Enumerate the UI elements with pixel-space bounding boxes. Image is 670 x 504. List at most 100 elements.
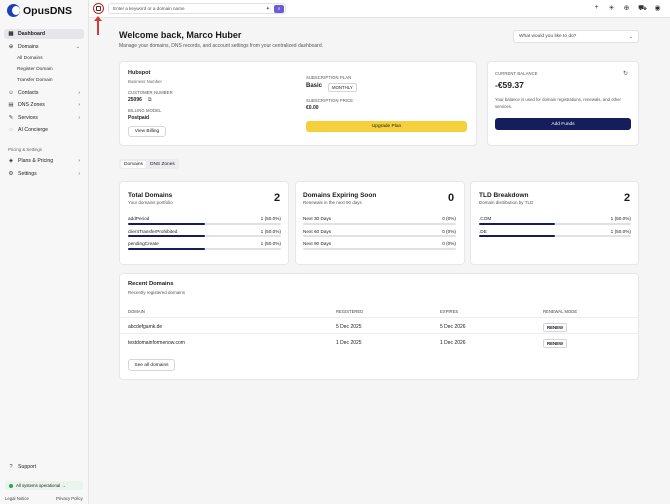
column-header-expires[interactable]: EXPIRES [440,309,459,314]
stat-row-value: 0 (0%) [442,228,456,234]
business-number-label: Business Number [128,79,162,84]
column-header-domain[interactable]: DOMAIN [128,309,145,314]
column-header-registered[interactable]: REGISTERED [336,309,364,314]
cart-icon[interactable]: ⛟ [638,5,647,12]
legal-notice-link[interactable]: Legal Notice [5,496,29,501]
column-header-renewal-mode[interactable]: RENEWAL MODE [543,309,578,314]
customer-number-label: CUSTOMER NUMBER [128,90,173,95]
stat-progress-fill [128,247,205,250]
sidebar-toggle-button[interactable] [93,3,104,14]
brand-logo[interactable]: OpusDNS [7,4,72,17]
view-tabs [119,159,179,169]
table-row-expires: 5 Dec 2026 [440,324,466,330]
recent-domains-title: Recent Domains [128,281,174,287]
stat-row-label: clientTransferProhibited [128,228,178,234]
table-row-registered: 5 Dec 2025 [336,324,362,330]
brand-name: OpusDNS [23,4,73,17]
view-billing-button[interactable]: View Billing [128,126,166,137]
upgrade-plan-button[interactable]: Upgrade Plan [306,121,467,132]
stat-row-value: 0 (0%) [442,241,456,246]
sidebar: OpusDNS ▦ Dashboard ⊕ Domains ⌄ All Doma… [0,0,89,504]
sidebar-subitem-register-domain[interactable]: Register Domain [17,67,53,72]
stat-row-label: pendingCreate [128,241,159,246]
recent-domains-subtitle: Recently registered domains [128,290,186,295]
chevron-right-icon: › [78,115,80,121]
sparkle-icon[interactable]: ✦ [265,5,270,12]
tld-breakdown-count: 2 [624,192,631,204]
refresh-icon[interactable]: ↻ [623,71,629,77]
stat-row-label: Next 60 Days [303,228,332,234]
gear-icon: ⚙ [8,171,14,177]
subscription-plan-label: SUBSCRIPTION PLAN [306,75,352,80]
billing-model-label: BILLING MODEL [128,108,162,113]
copy-icon[interactable]: ⧉ [148,97,152,103]
sidebar-item-domains[interactable]: ⊕ Domains ⌄ [8,44,80,50]
sidebar-item-services[interactable]: ✎ Services › [8,115,80,121]
search-icon: ⌕ [277,6,281,12]
table-row-domain[interactable]: abcdefgamk.de [128,324,163,330]
panel-icon [96,6,101,11]
table-divider [120,317,638,318]
action-select[interactable]: What would you like to do? ⌄ [513,30,639,43]
system-status-link[interactable]: All systems operational → [5,481,83,490]
sidebar-item-dns-zones[interactable]: ▤ DNS Zones › [8,102,80,108]
wrench-icon: ✎ [8,115,14,121]
stat-row-value: 1 (50.0%) [260,228,281,234]
renewal-mode-badge: RENEW [543,323,567,332]
grid-icon: ▦ [8,31,14,37]
balance-label: CURRENT BALANCE [495,71,538,76]
expiring-domains-subtitle: Renewals in the next 90 days [303,200,362,205]
tld-breakdown-title: TLD Breakdown [479,192,529,199]
tab-domains[interactable]: Domains [121,161,146,168]
total-domains-subtitle: Your domains portfolio [128,200,173,205]
account-avatar-icon[interactable]: ◉ [654,5,661,12]
chevron-down-icon: ⌄ [75,44,80,50]
sidebar-subitem-transfer-domain[interactable]: Transfer Domain [17,78,53,83]
search-input[interactable]: Enter a keyword or a domain name ✦ ⌕ [108,3,286,14]
table-row-registered: 1 Dec 2025 [336,340,362,346]
stat-progress-bar [128,247,281,250]
stat-progress-bar [303,247,456,250]
plan-period-badge: MONTHLY [328,83,357,92]
theme-sun-icon[interactable]: ☀ [608,5,615,12]
stat-progress-bar [303,235,456,237]
sidebar-subitem-all-domains[interactable]: All Domains [17,56,43,61]
chevron-right-icon: › [78,102,80,108]
annotation-arrow [94,16,102,35]
chat-icon: ◌ [9,127,13,133]
sidebar-item-dashboard[interactable]: ▦ Dashboard [4,29,84,39]
stat-row-label: .COM [479,216,492,221]
chevron-down-icon: ⌄ [628,33,633,40]
stat-row-value: 1 (50.0%) [260,216,281,221]
sidebar-item-settings[interactable]: ⚙ Settings › [8,171,80,177]
status-dot-icon [9,483,13,488]
opusdns-logo-icon [7,4,20,17]
total-domains-count: 2 [274,192,281,204]
tab-dns-zones[interactable]: DNS Zones [150,162,175,167]
add-icon[interactable]: + [594,4,599,11]
stat-progress-fill [128,235,205,237]
help-icon: ? [9,464,13,470]
sidebar-item-plans-pricing[interactable]: ◈ Plans & Pricing › [8,158,80,164]
stat-progress-bar [303,222,456,225]
see-all-domains-button[interactable]: See all domains [128,359,175,371]
chevron-right-icon: › [78,158,80,164]
subscription-price: €0.00 [306,105,319,111]
balance-value: -€59.37 [495,80,524,90]
stat-row-label: Next 30 Days [303,216,332,221]
stat-row-label: .DE [479,228,487,234]
stat-progress-bar [479,222,631,225]
search-button[interactable]: ⌕ [274,5,284,13]
stat-row-label: Next 90 Days [303,241,332,246]
sidebar-item-support[interactable]: ? Support [9,464,37,470]
balance-card [487,61,639,146]
account-card [119,61,477,146]
sidebar-item-contacts[interactable]: ☺ Contacts › [8,90,80,96]
add-funds-button[interactable]: Add Funds [495,118,631,130]
sidebar-item-ai-concierge[interactable]: ◌ AI Concierge [9,127,48,133]
privacy-policy-link[interactable]: Privacy Policy [56,496,83,501]
stat-progress-bar [128,222,281,225]
table-row-domain[interactable]: testdomainformenow.com [128,340,185,346]
stat-progress-bar [128,235,281,237]
language-globe-icon[interactable]: ⊕ [623,5,630,12]
